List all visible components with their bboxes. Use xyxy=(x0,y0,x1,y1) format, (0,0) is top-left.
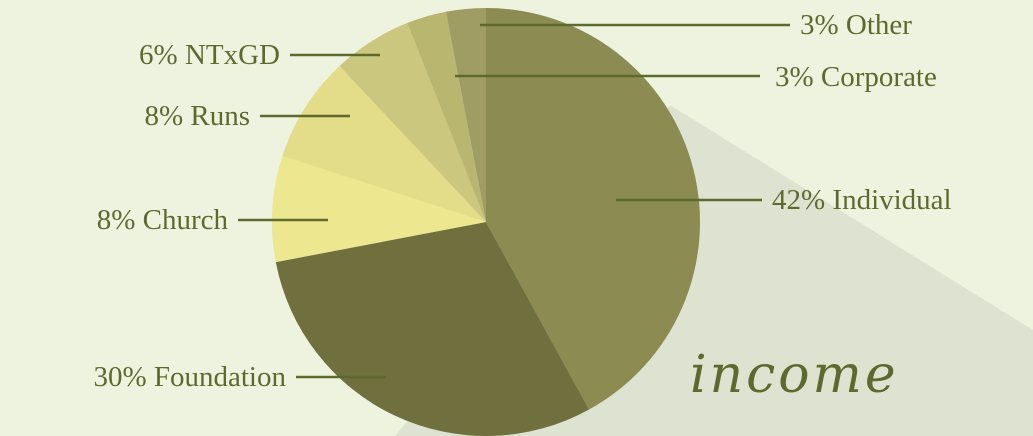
slice-label: 3% Other xyxy=(800,9,912,41)
pie-slice xyxy=(445,8,486,222)
pie-slice xyxy=(282,66,486,222)
slice-label: 42% Individual xyxy=(772,184,952,216)
slice-label: 6% NTxGD xyxy=(139,39,280,71)
pie-slice xyxy=(407,11,486,223)
slice-label: 30% Foundation xyxy=(93,361,286,393)
slice-label: 8% Church xyxy=(97,204,229,236)
pie-slice xyxy=(271,155,486,263)
slice-label: 8% Runs xyxy=(144,100,250,132)
chart-title: income xyxy=(690,345,899,405)
pie-slice xyxy=(275,222,590,436)
slice-label: 3% Corporate xyxy=(775,61,937,93)
pie-slice xyxy=(339,23,486,223)
pie-slice xyxy=(486,8,701,410)
